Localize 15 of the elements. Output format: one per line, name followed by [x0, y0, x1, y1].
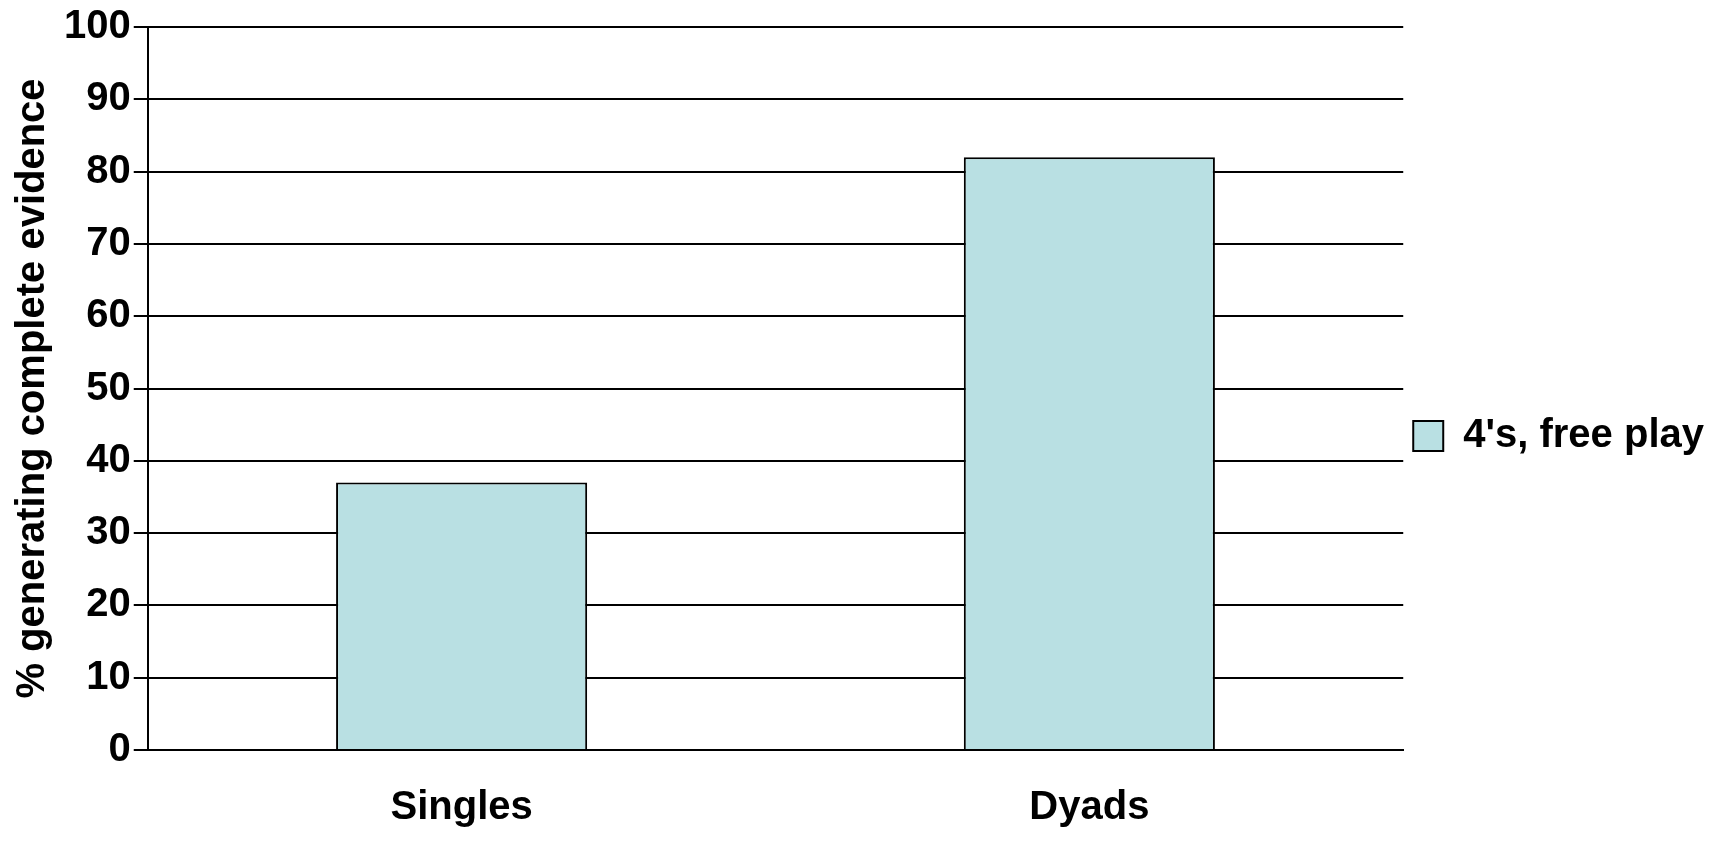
y-tick-label: 10 — [86, 652, 131, 697]
y-tick-label: 80 — [86, 146, 131, 191]
x-tick-label: Singles — [390, 783, 533, 828]
y-tick-label: 20 — [86, 580, 131, 625]
y-tick-label: 30 — [86, 508, 131, 553]
y-tick-label: 100 — [63, 2, 131, 47]
y-tick-label: 40 — [86, 435, 131, 480]
y-tick-label: 90 — [86, 74, 131, 119]
x-tick-label: Dyads — [1029, 783, 1150, 828]
y-tick-label: 0 — [108, 725, 131, 770]
legend-label: 4's, free play — [1463, 411, 1705, 456]
y-tick-label: 60 — [86, 291, 131, 336]
y-tick-label: 70 — [86, 218, 131, 263]
y-axis-title: % generating complete evidence — [8, 78, 53, 699]
y-tick-label: 50 — [86, 363, 131, 408]
